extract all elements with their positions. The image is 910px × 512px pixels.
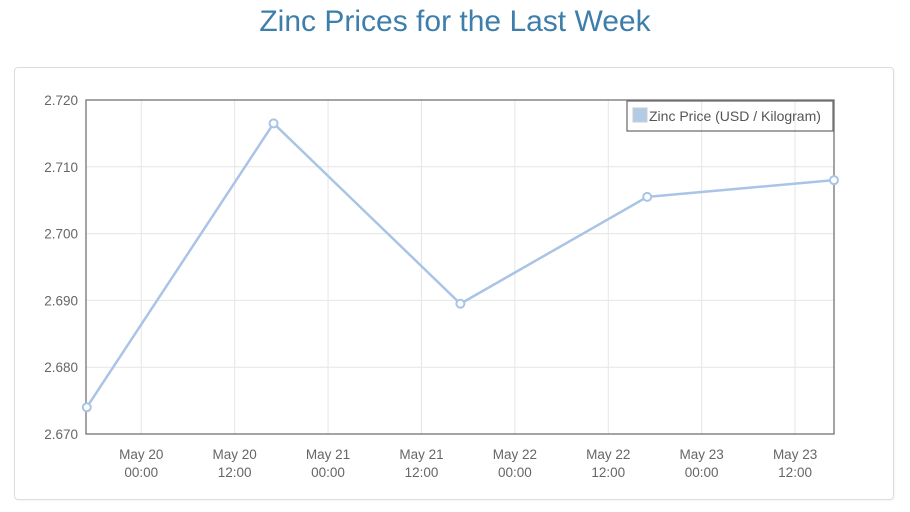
x-tick-label: May 20 <box>119 447 163 462</box>
data-point-marker[interactable] <box>81 402 92 413</box>
y-tick-label: 2.700 <box>44 227 78 242</box>
y-tick-label: 2.680 <box>44 360 78 375</box>
data-point-marker[interactable] <box>455 298 466 309</box>
legend-swatch-icon <box>632 107 648 123</box>
zinc-price-line <box>85 122 836 409</box>
x-tick-label: May 23 <box>773 447 817 462</box>
x-tick-label: 12:00 <box>218 465 252 480</box>
x-tick-label: May 22 <box>493 447 537 462</box>
y-tick-label: 2.710 <box>44 160 78 175</box>
x-tick-label: May 22 <box>586 447 630 462</box>
plot-frame <box>85 99 835 435</box>
legend-label: Zinc Price (USD / Kilogram) <box>649 108 821 124</box>
x-tick-label: May 21 <box>306 447 350 462</box>
x-tick-label: May 21 <box>399 447 443 462</box>
x-tick-label: May 20 <box>213 447 257 462</box>
x-tick-label: 12:00 <box>591 465 625 480</box>
zinc-price-chart: 2.670 2.680 2.690 2.700 2.710 2.720 May 20 00:0… <box>44 93 839 480</box>
x-tick-label: May 23 <box>680 447 724 462</box>
x-tick-label: 00:00 <box>685 465 719 480</box>
y-tick-label: 2.670 <box>44 427 78 442</box>
legend-border <box>626 100 834 132</box>
chart-panel: 2.670 2.680 2.690 2.700 2.710 2.720 May 20 00:0… <box>14 67 894 500</box>
plot-area: 2.670 2.680 2.690 2.700 2.710 2.720 May 20 00:0… <box>44 93 839 480</box>
x-tick-label: 12:00 <box>778 465 812 480</box>
legend[interactable]: Zinc Price (USD / Kilogram) <box>626 100 834 132</box>
data-point-marker[interactable] <box>829 175 839 186</box>
y-tick-label: 2.690 <box>44 293 78 308</box>
page-title: Zinc Prices for the Last Week <box>259 5 651 38</box>
x-tick-label: 00:00 <box>311 465 345 480</box>
x-tick-label: 12:00 <box>405 465 439 480</box>
x-tick-label: 00:00 <box>124 465 158 480</box>
x-tick-label: 00:00 <box>498 465 532 480</box>
data-point-marker[interactable] <box>642 191 653 202</box>
data-point-marker[interactable] <box>268 118 279 129</box>
y-tick-label: 2.720 <box>44 93 78 108</box>
